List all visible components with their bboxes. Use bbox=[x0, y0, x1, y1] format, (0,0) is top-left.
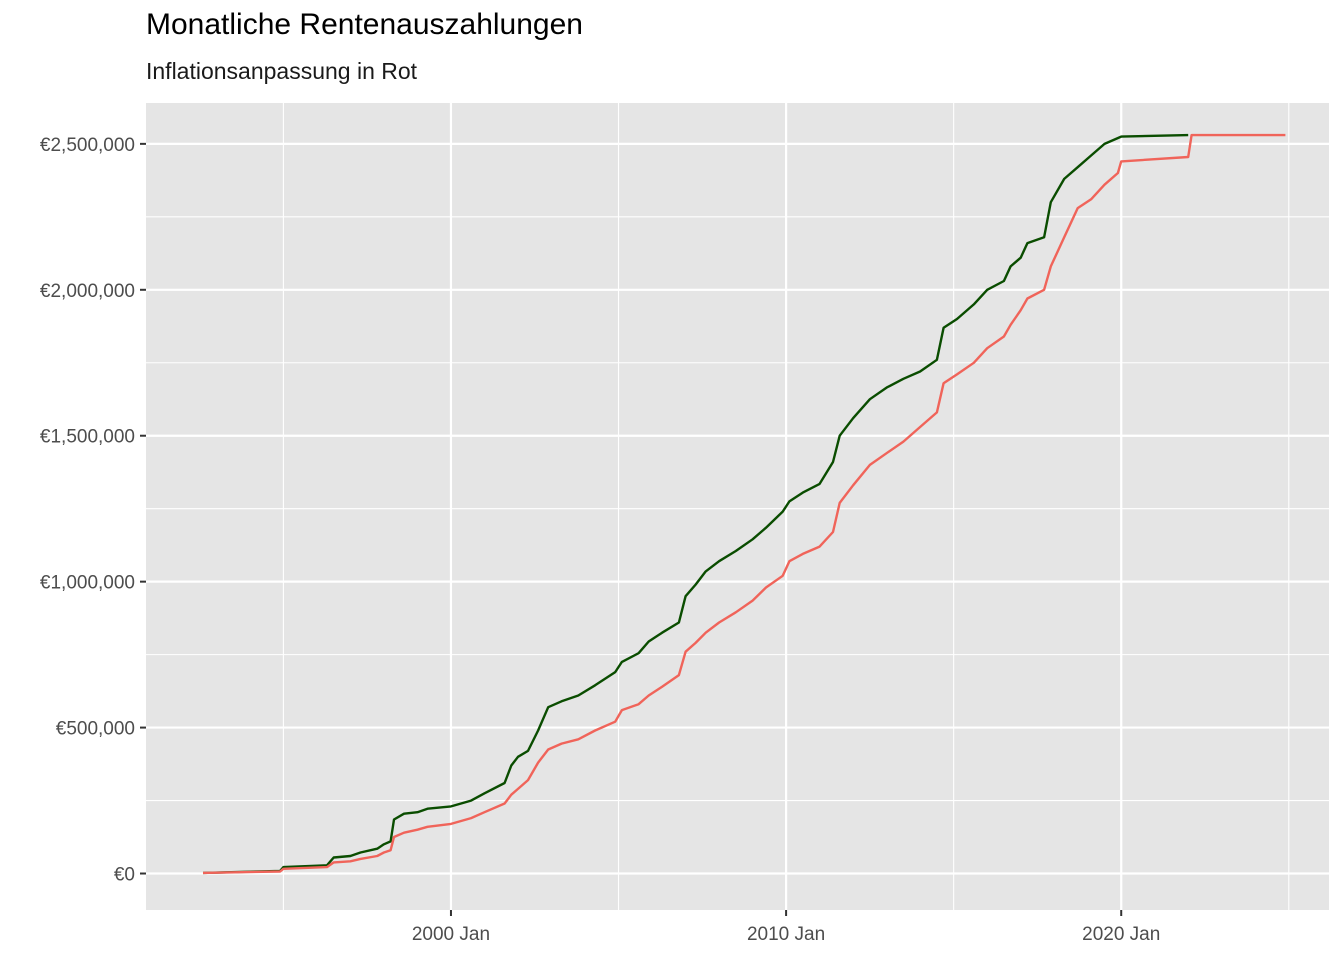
y-tick-label: €1,000,000 bbox=[40, 573, 135, 594]
x-tick-label: 2020 Jan bbox=[1082, 924, 1160, 945]
y-tick-label: €1,500,000 bbox=[40, 427, 135, 448]
x-tick-label: 2010 Jan bbox=[747, 924, 825, 945]
y-tick-label: €2,000,000 bbox=[40, 281, 135, 302]
chart-subtitle: Inflationsanpassung in Rot bbox=[146, 58, 418, 84]
y-tick-label: €2,500,000 bbox=[40, 135, 135, 156]
series-line-inflation bbox=[202, 133, 1286, 875]
series-line-nominal bbox=[202, 133, 1189, 875]
chart-title: Monatliche Rentenauszahlungen bbox=[146, 8, 583, 41]
y-tick-label: €500,000 bbox=[56, 719, 135, 740]
plot-panel bbox=[146, 103, 1329, 910]
y-tick-label: €0 bbox=[114, 865, 135, 886]
x-tick-label: 2000 Jan bbox=[412, 924, 490, 945]
